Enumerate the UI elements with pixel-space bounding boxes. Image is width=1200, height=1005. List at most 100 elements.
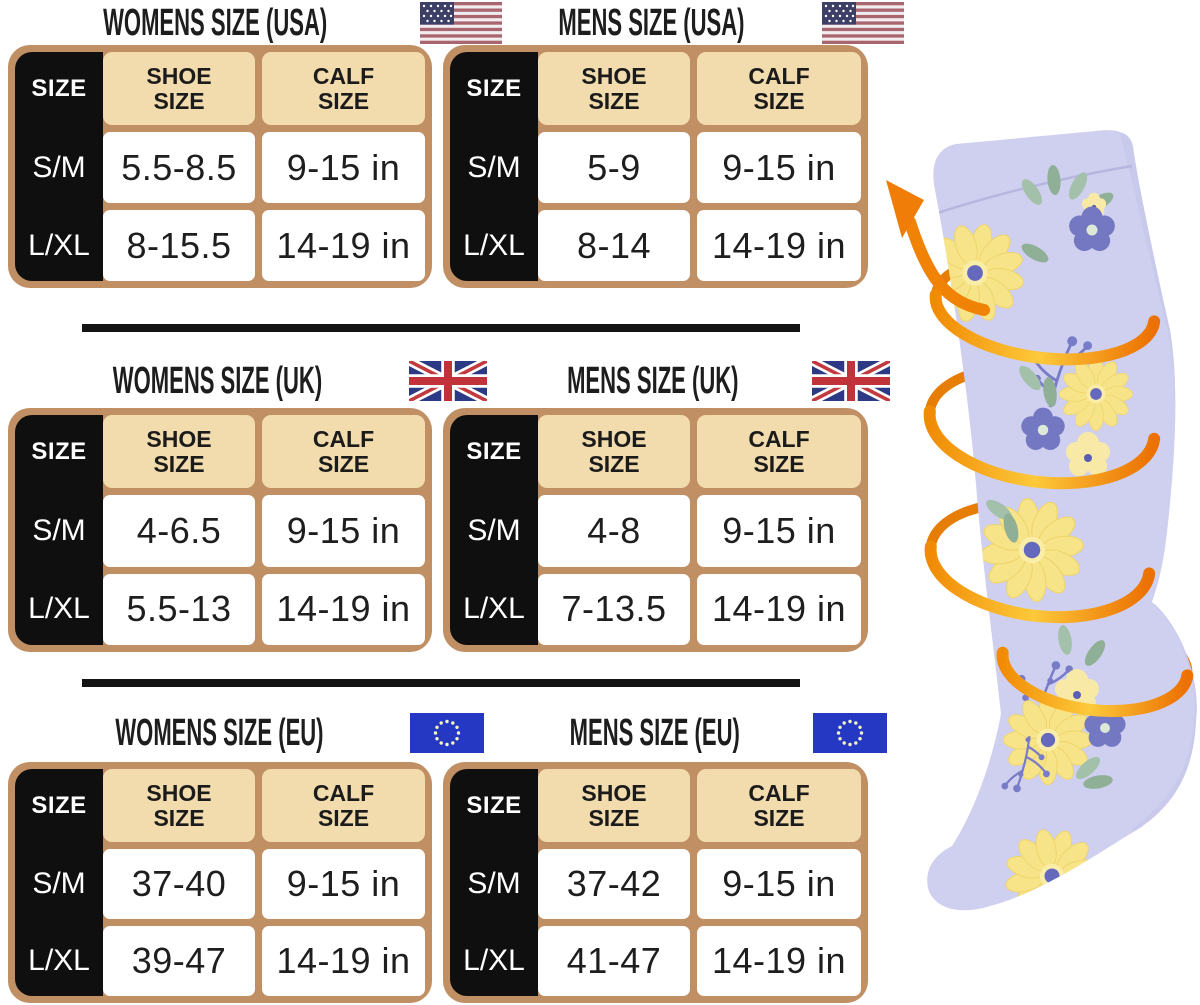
- row-label-lxl: L/XL: [463, 944, 525, 977]
- cell-shoe-lxl: 8-14: [538, 210, 690, 281]
- cell-calf-lxl: 14-19 in: [262, 573, 425, 645]
- sock-body: [927, 130, 1197, 911]
- size-table-womens-uk: SIZE S/M L/XL SHOE SIZE CALF SIZE 4-6.5 …: [8, 408, 432, 652]
- womens-eu-title-row: WOMENS SIZE (EU): [50, 710, 484, 756]
- cell-calf-sm: 9-15 in: [262, 849, 425, 919]
- size-column: SIZE S/M L/XL: [15, 415, 103, 645]
- womens-usa-title-row: WOMENS SIZE (USA): [50, 0, 502, 46]
- row-label-sm: S/M: [32, 150, 86, 184]
- table-cells: SHOE SIZE CALF SIZE 37-42 9-15 in 41-47 …: [538, 769, 861, 996]
- section-divider: [82, 324, 800, 332]
- table-cells: SHOE SIZE CALF SIZE 4-6.5 9-15 in 5.5-13…: [103, 415, 425, 645]
- cell-calf-sm: 9-15 in: [262, 495, 425, 567]
- size-column: SIZE S/M L/XL: [15, 52, 103, 281]
- col-header-calf-label: CALF SIZE: [312, 779, 375, 831]
- section-divider: [82, 679, 800, 687]
- col-header-size: SIZE: [31, 74, 87, 102]
- size-table-mens-usa: SIZE S/M L/XL SHOE SIZE CALF SIZE 5-9 9-…: [443, 45, 868, 288]
- size-table-mens-eu: SIZE S/M L/XL SHOE SIZE CALF SIZE 37-42 …: [443, 762, 868, 1003]
- uk-flag-icon: [409, 361, 487, 401]
- size-table-womens-eu: SIZE S/M L/XL SHOE SIZE CALF SIZE 37-40 …: [8, 762, 432, 1003]
- col-header-shoe-label: SHOE SIZE: [146, 779, 212, 831]
- col-header-shoe: SHOE SIZE: [538, 769, 690, 842]
- arrowhead-icon: [886, 180, 924, 238]
- col-header-calf-label: CALF SIZE: [748, 62, 810, 114]
- eu-flag-icon: [812, 713, 887, 753]
- col-header-shoe-label: SHOE SIZE: [581, 62, 647, 114]
- row-label-sm: S/M: [32, 867, 86, 900]
- table-cells: SHOE SIZE CALF SIZE 5-9 9-15 in 8-14 14-…: [538, 52, 861, 281]
- cell-calf-sm: 9-15 in: [697, 132, 861, 203]
- mens-uk-title: MENS SIZE (UK): [567, 359, 739, 402]
- us-flag-icon: [822, 2, 905, 44]
- cell-shoe-lxl: 41-47: [538, 926, 690, 996]
- eu-flag-icon: [409, 713, 484, 753]
- cell-calf-sm: 9-15 in: [697, 495, 861, 567]
- cell-shoe-lxl: 5.5-13: [103, 573, 255, 645]
- table-cells: SHOE SIZE CALF SIZE 37-40 9-15 in 39-47 …: [103, 769, 425, 996]
- col-header-shoe-label: SHOE SIZE: [581, 425, 647, 477]
- col-header-shoe-label: SHOE SIZE: [581, 779, 647, 831]
- mens-eu-title-row: MENS SIZE (EU): [485, 710, 910, 756]
- row-label-lxl: L/XL: [28, 944, 90, 977]
- row-label-lxl: L/XL: [463, 592, 525, 626]
- mens-uk-title-row: MENS SIZE (UK): [485, 358, 910, 404]
- size-column: SIZE S/M L/XL: [450, 415, 538, 645]
- col-header-calf: CALF SIZE: [697, 52, 861, 125]
- col-header-size: SIZE: [31, 791, 87, 819]
- col-header-calf-label: CALF SIZE: [748, 779, 810, 831]
- cell-calf-sm: 9-15 in: [262, 132, 425, 203]
- col-header-calf-label: CALF SIZE: [312, 425, 375, 477]
- cell-shoe-sm: 37-42: [538, 849, 690, 919]
- table-cells: SHOE SIZE CALF SIZE 5.5-8.5 9-15 in 8-15…: [103, 52, 425, 281]
- cell-calf-lxl: 14-19 in: [262, 210, 425, 281]
- womens-usa-title: WOMENS SIZE (USA): [103, 1, 328, 44]
- row-label-sm: S/M: [467, 150, 521, 184]
- size-table-womens-usa: SIZE S/M L/XL SHOE SIZE CALF SIZE 5.5-8.…: [8, 45, 432, 288]
- cell-shoe-lxl: 7-13.5: [538, 573, 690, 645]
- row-label-lxl: L/XL: [28, 228, 90, 262]
- col-header-size: SIZE: [466, 437, 522, 465]
- col-header-calf: CALF SIZE: [262, 769, 425, 842]
- col-header-calf: CALF SIZE: [697, 769, 861, 842]
- mens-usa-title: MENS SIZE (USA): [557, 1, 745, 44]
- row-label-lxl: L/XL: [463, 228, 525, 262]
- cell-calf-sm: 9-15 in: [697, 849, 861, 919]
- womens-uk-title: WOMENS SIZE (UK): [112, 359, 323, 402]
- col-header-calf: CALF SIZE: [262, 415, 425, 488]
- spiral-compression-arrow: [886, 180, 1194, 718]
- row-label-sm: S/M: [467, 867, 521, 900]
- col-header-calf-label: CALF SIZE: [312, 62, 375, 114]
- cell-calf-lxl: 14-19 in: [697, 926, 861, 996]
- col-header-calf: CALF SIZE: [697, 415, 861, 488]
- size-table-mens-uk: SIZE S/M L/XL SHOE SIZE CALF SIZE 4-8 9-…: [443, 408, 868, 652]
- mens-usa-title-row: MENS SIZE (USA): [485, 0, 910, 46]
- cell-shoe-sm: 5-9: [538, 132, 690, 203]
- col-header-shoe: SHOE SIZE: [538, 52, 690, 125]
- col-header-calf-label: CALF SIZE: [748, 425, 810, 477]
- cell-calf-lxl: 14-19 in: [697, 210, 861, 281]
- size-column: SIZE S/M L/XL: [450, 52, 538, 281]
- col-header-size: SIZE: [31, 437, 87, 465]
- us-flag-icon: [419, 2, 502, 44]
- cell-shoe-sm: 5.5-8.5: [103, 132, 255, 203]
- cell-calf-lxl: 14-19 in: [697, 573, 861, 645]
- table-cells: SHOE SIZE CALF SIZE 4-8 9-15 in 7-13.5 1…: [538, 415, 861, 645]
- cell-calf-lxl: 14-19 in: [262, 926, 425, 996]
- col-header-calf: CALF SIZE: [262, 52, 425, 125]
- col-header-size: SIZE: [466, 74, 522, 102]
- cell-shoe-sm: 4-8: [538, 495, 690, 567]
- row-label-sm: S/M: [467, 513, 521, 547]
- womens-uk-title-row: WOMENS SIZE (UK): [50, 358, 487, 404]
- size-column: SIZE S/M L/XL: [15, 769, 103, 996]
- col-header-shoe: SHOE SIZE: [103, 415, 255, 488]
- row-label-lxl: L/XL: [28, 592, 90, 626]
- cell-shoe-lxl: 8-15.5: [103, 210, 255, 281]
- uk-flag-icon: [811, 361, 890, 401]
- sock-illustration: [886, 130, 1197, 911]
- col-header-shoe: SHOE SIZE: [103, 769, 255, 842]
- col-header-shoe-label: SHOE SIZE: [146, 62, 212, 114]
- cell-shoe-sm: 4-6.5: [103, 495, 255, 567]
- col-header-shoe-label: SHOE SIZE: [146, 425, 212, 477]
